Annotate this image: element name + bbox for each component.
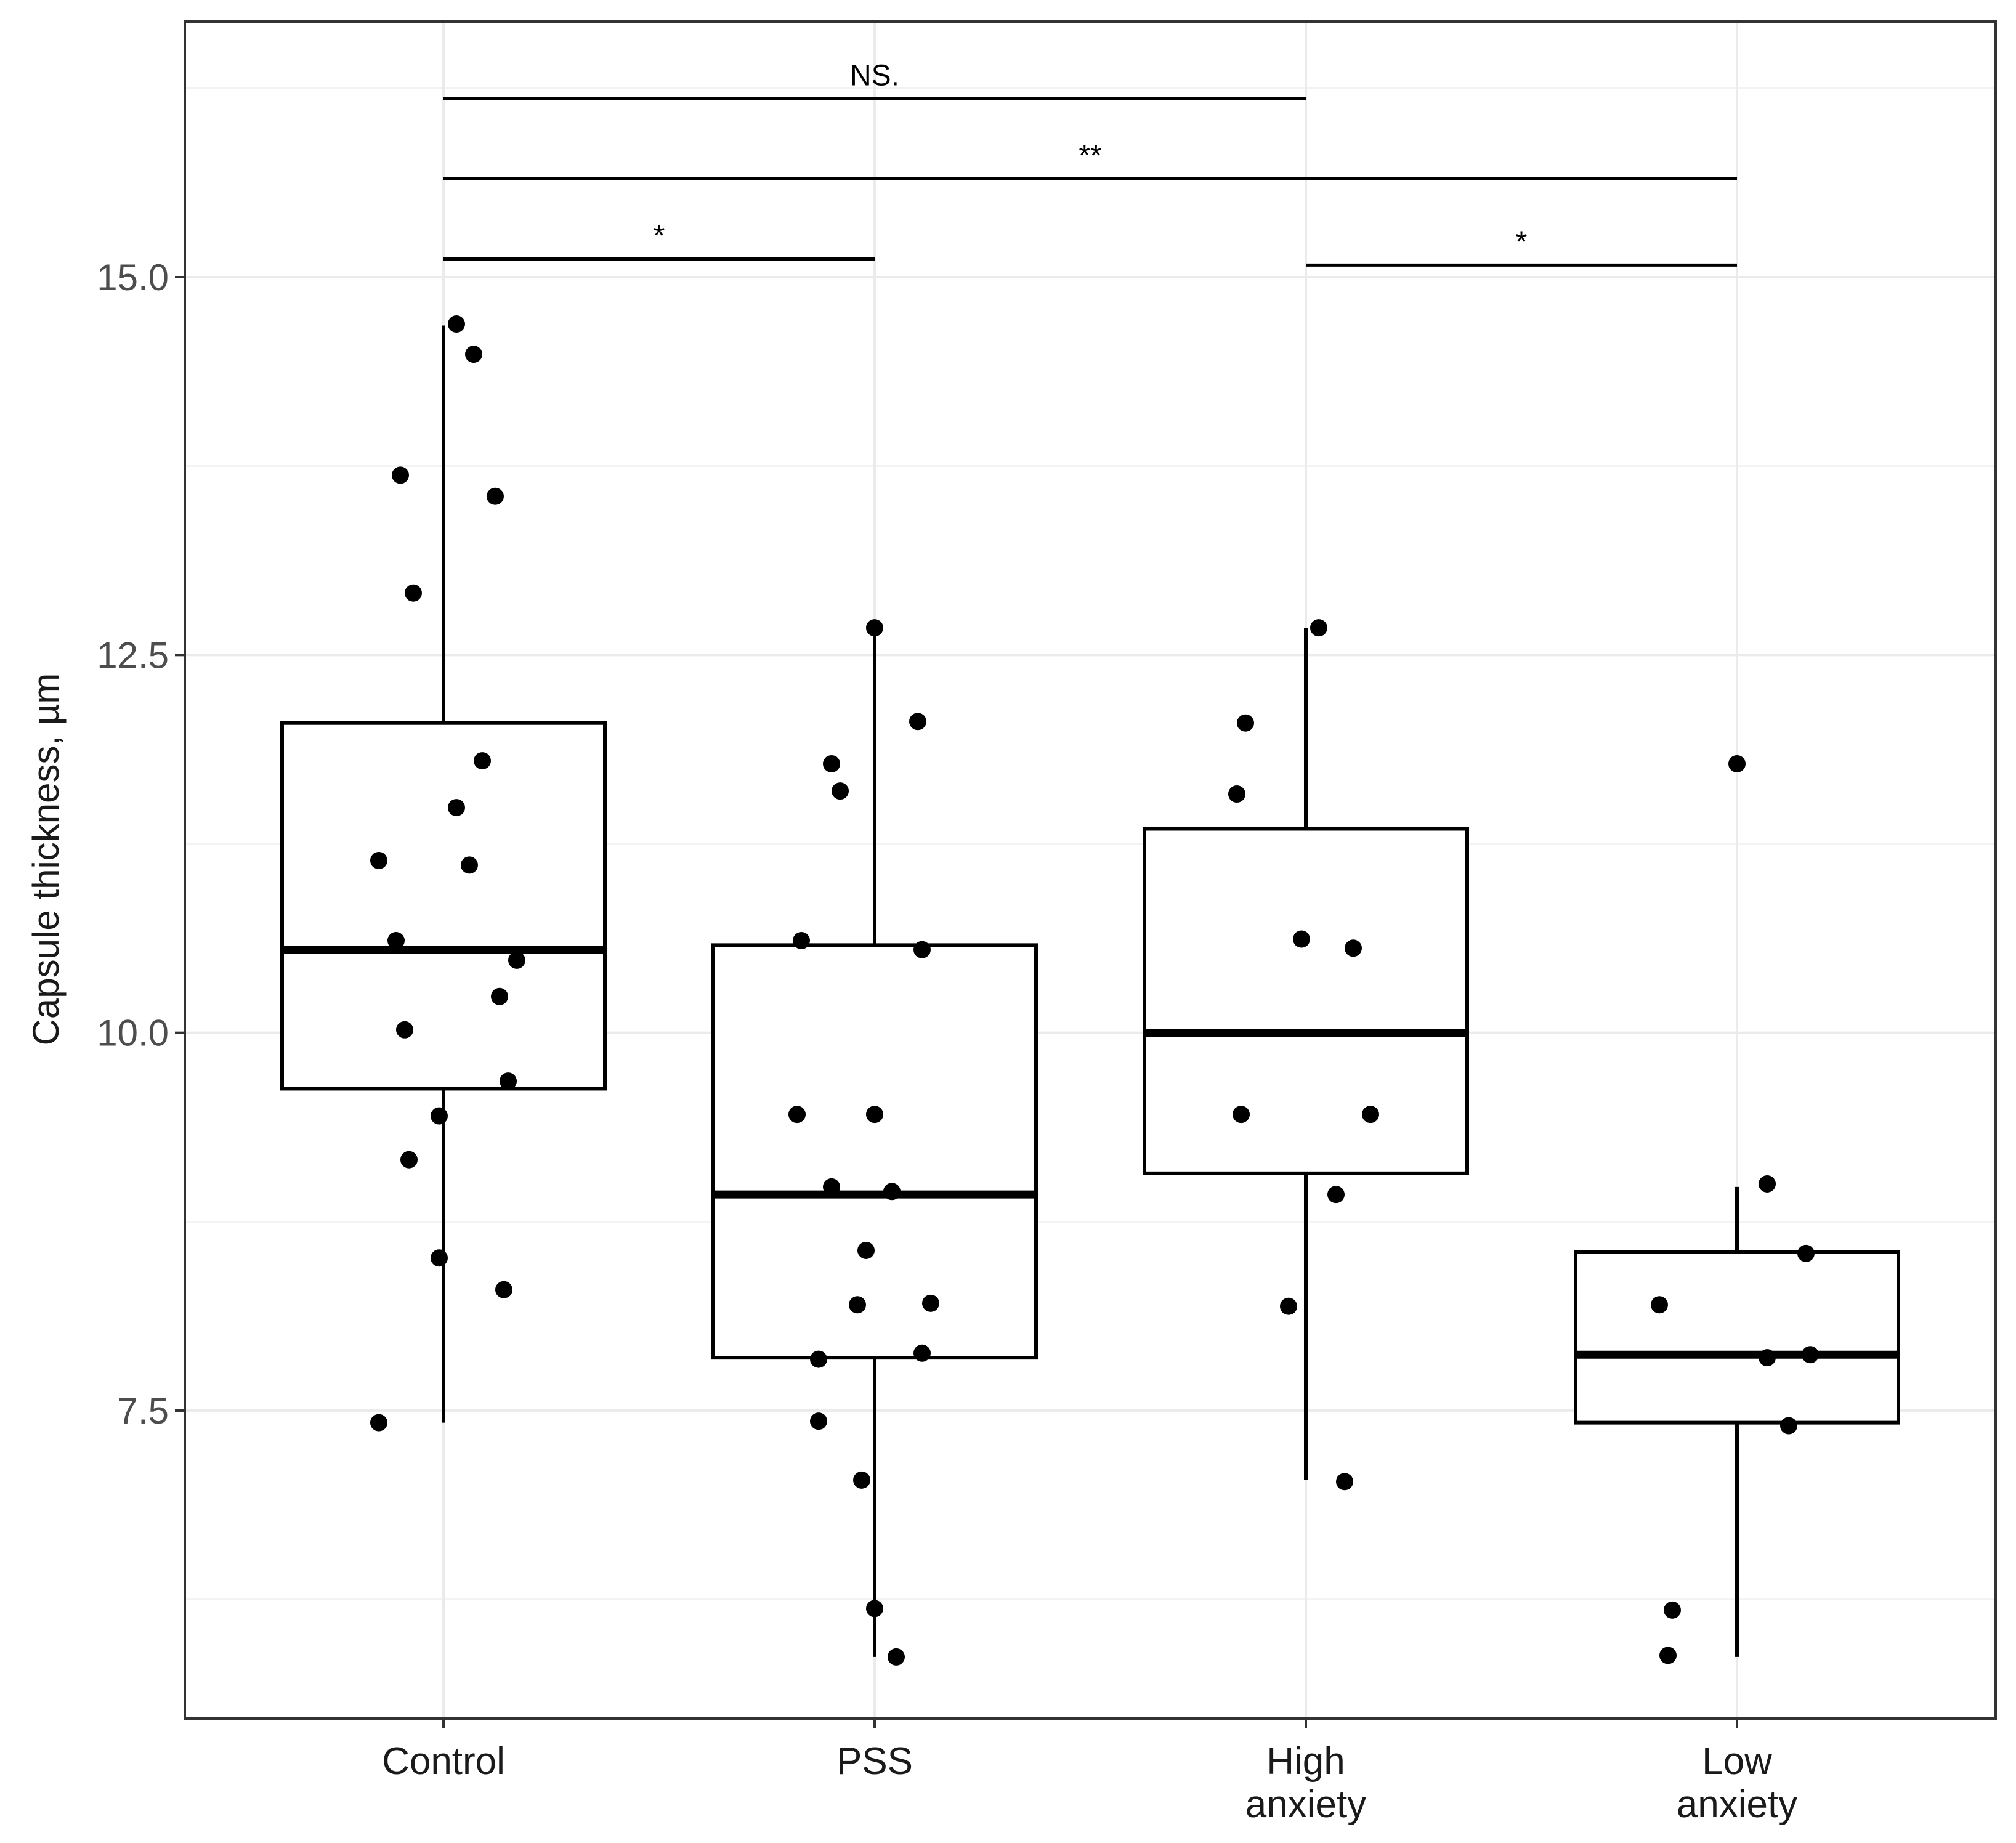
data-point (1780, 1417, 1797, 1435)
data-point (405, 584, 422, 602)
box (1574, 1250, 1900, 1425)
data-point (387, 932, 405, 950)
data-point (1759, 1175, 1776, 1193)
data-point (810, 1412, 827, 1430)
boxes (280, 325, 1900, 1657)
data-point (1664, 1601, 1681, 1619)
data-point (508, 951, 525, 969)
data-point (1802, 1346, 1819, 1364)
data-point (1362, 1106, 1379, 1124)
data-point (913, 1344, 931, 1362)
x-tick-label: High (1266, 1740, 1345, 1783)
data-point (495, 1281, 512, 1298)
data-point (1237, 714, 1254, 732)
data-point (500, 1072, 517, 1090)
data-point (465, 346, 482, 363)
data-point (400, 1151, 418, 1169)
data-point (1327, 1186, 1345, 1204)
data-point (1293, 930, 1310, 948)
data-point (431, 1249, 448, 1267)
data-point (461, 856, 478, 874)
data-point (431, 1107, 448, 1125)
data-point (823, 1178, 840, 1196)
data-point (853, 1471, 870, 1489)
data-point (866, 1600, 883, 1618)
data-point (883, 1183, 901, 1201)
data-point (1336, 1473, 1353, 1491)
y-axis-title: Capsule thickness, µm (25, 673, 67, 1046)
x-tick-label: anxiety (1677, 1783, 1797, 1826)
data-point (396, 1021, 413, 1039)
significance-label: ** (1079, 140, 1101, 172)
box (711, 943, 1038, 1360)
significance-label: * (654, 220, 665, 253)
data-point (1797, 1244, 1815, 1262)
x-tick-label: PSS (836, 1740, 913, 1783)
x-tick-label: anxiety (1245, 1783, 1366, 1826)
x-tick-label: Low (1702, 1740, 1772, 1783)
data-point (1651, 1296, 1668, 1314)
data-point (487, 487, 504, 505)
data-points (370, 315, 1819, 1666)
data-point (866, 1106, 883, 1124)
box (1143, 827, 1469, 1175)
data-point (823, 755, 840, 772)
significance-brackets: NS.*** * (443, 60, 1737, 267)
data-point (788, 1106, 806, 1124)
data-point (810, 1350, 827, 1368)
data-point (832, 782, 849, 800)
y-tick-label: 7.5 (118, 1390, 169, 1432)
data-point (370, 851, 387, 869)
y-tick-label: 10.0 (97, 1013, 169, 1054)
significance-label: * (1516, 225, 1528, 258)
data-point (1310, 619, 1327, 637)
data-point (922, 1294, 939, 1312)
y-tick-label: 12.5 (97, 634, 169, 676)
box (280, 721, 607, 1091)
data-point (448, 315, 465, 333)
data-point (370, 1414, 387, 1432)
data-point (913, 941, 931, 958)
data-point (1659, 1647, 1677, 1664)
data-point (392, 466, 409, 484)
data-point (793, 932, 810, 950)
significance-label: NS. (850, 60, 899, 92)
data-point (909, 713, 926, 731)
data-point (491, 987, 508, 1005)
data-point (448, 799, 465, 817)
data-point (857, 1241, 875, 1259)
data-point (1759, 1349, 1776, 1367)
data-point (849, 1296, 866, 1314)
data-point (866, 619, 883, 637)
data-point (1233, 1106, 1250, 1124)
panel-border (184, 20, 1997, 1720)
data-point (474, 752, 491, 770)
data-point (1280, 1297, 1297, 1315)
y-tick-label: 15.0 (97, 257, 169, 298)
data-point (1345, 939, 1362, 957)
x-tick-label: Control (382, 1740, 505, 1783)
data-point (1728, 755, 1746, 772)
data-point (1228, 785, 1245, 803)
data-point (888, 1648, 905, 1666)
